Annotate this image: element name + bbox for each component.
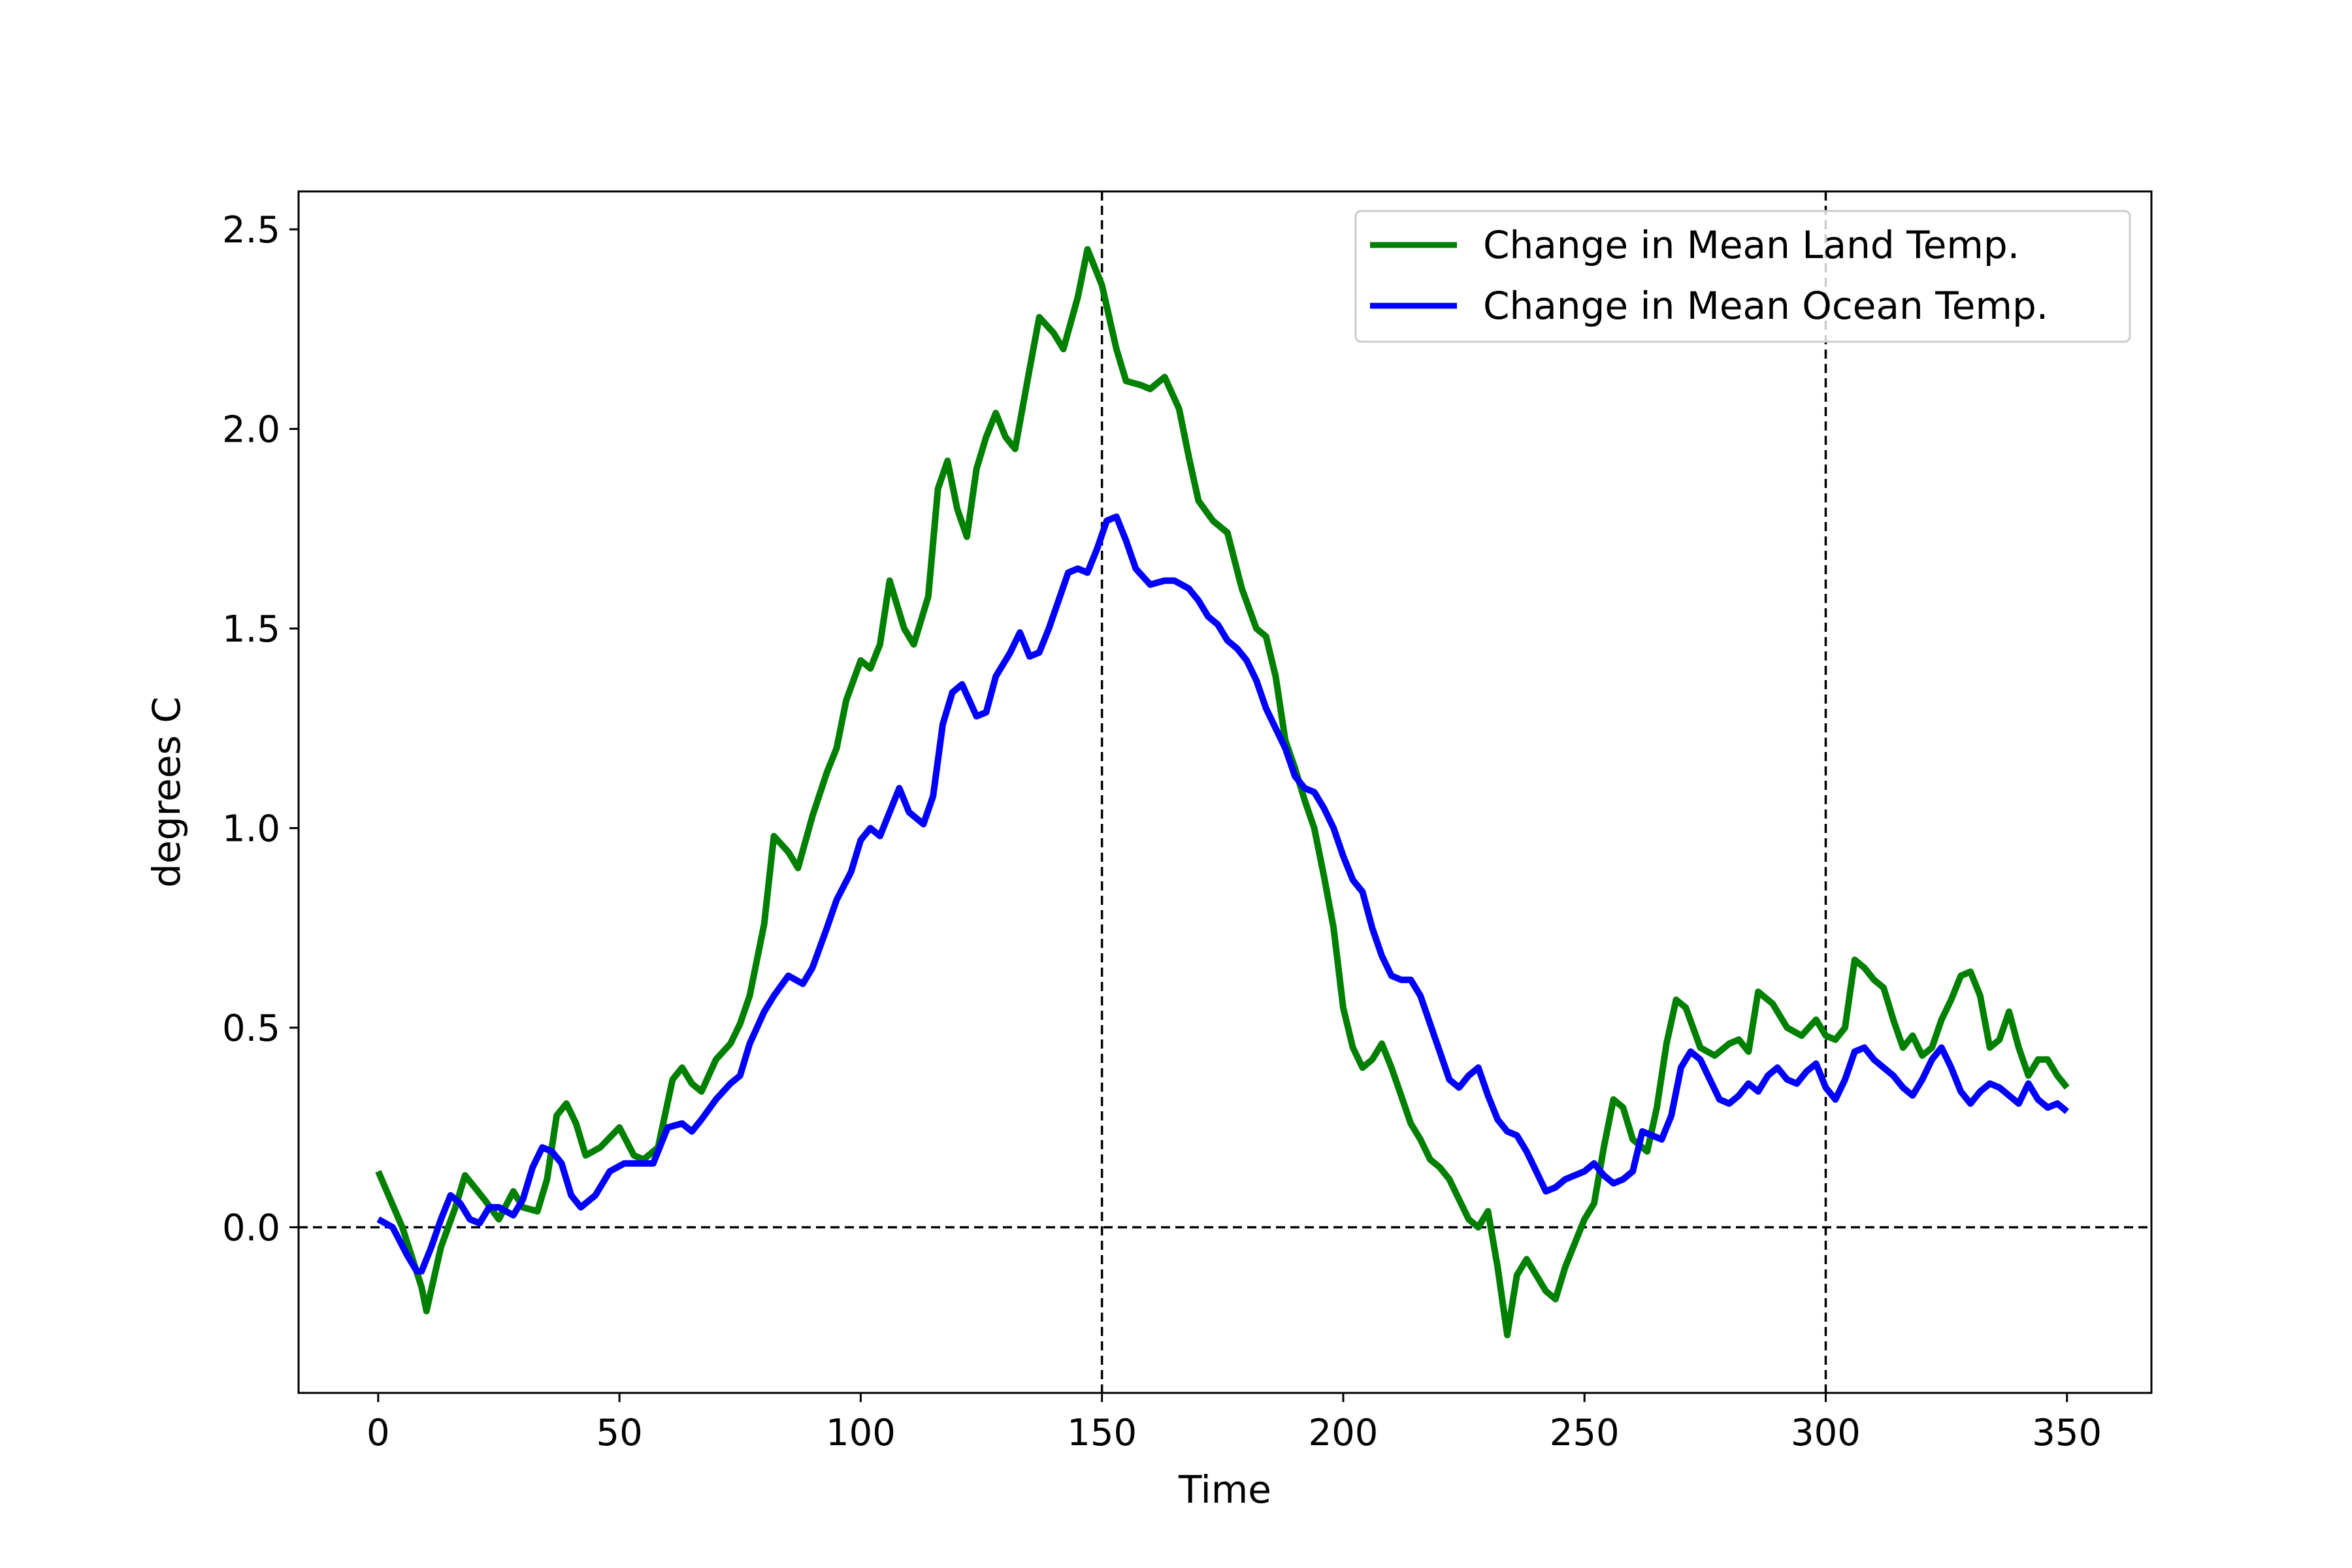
legend: Change in Mean Land Temp. Change in Mean… [1354, 210, 2131, 343]
y-tick-label: 2.5 [222, 209, 280, 252]
y-tick-label: 1.0 [222, 808, 280, 850]
x-tick-label: 200 [1308, 1412, 1378, 1454]
series-layer [375, 246, 2070, 1339]
y-tick-label: 0.5 [222, 1007, 280, 1050]
x-tick-label: 350 [2032, 1412, 2102, 1454]
reference-lines [299, 191, 2151, 1393]
x-tick-label: 100 [826, 1412, 896, 1454]
x-tick-label: 250 [1550, 1412, 1620, 1454]
plot-frame [297, 190, 2153, 1394]
x-axis-label: Time [1178, 1467, 1271, 1512]
legend-box [1354, 210, 2131, 343]
legend-label-ocean: Change in Mean Ocean Temp. [1483, 284, 2048, 328]
y-tick-label: 1.5 [222, 608, 280, 651]
legend-label-land: Change in Mean Land Temp. [1483, 223, 2019, 267]
x-tick-label: 150 [1067, 1412, 1137, 1454]
y-axis: 0.0 0.5 1.0 1.5 2.0 2.5 [222, 209, 299, 1249]
y-axis-label: degrees C [144, 696, 189, 887]
series-line-ocean [376, 513, 2069, 1275]
x-tick-label: 0 [367, 1412, 390, 1454]
x-tick-label: 300 [1791, 1412, 1861, 1454]
x-tick-label: 50 [596, 1412, 642, 1454]
y-tick-label: 0.0 [222, 1207, 280, 1249]
x-axis: 0 50 100 150 200 250 300 350 [367, 1393, 2102, 1454]
y-tick-label: 2.0 [222, 409, 280, 451]
